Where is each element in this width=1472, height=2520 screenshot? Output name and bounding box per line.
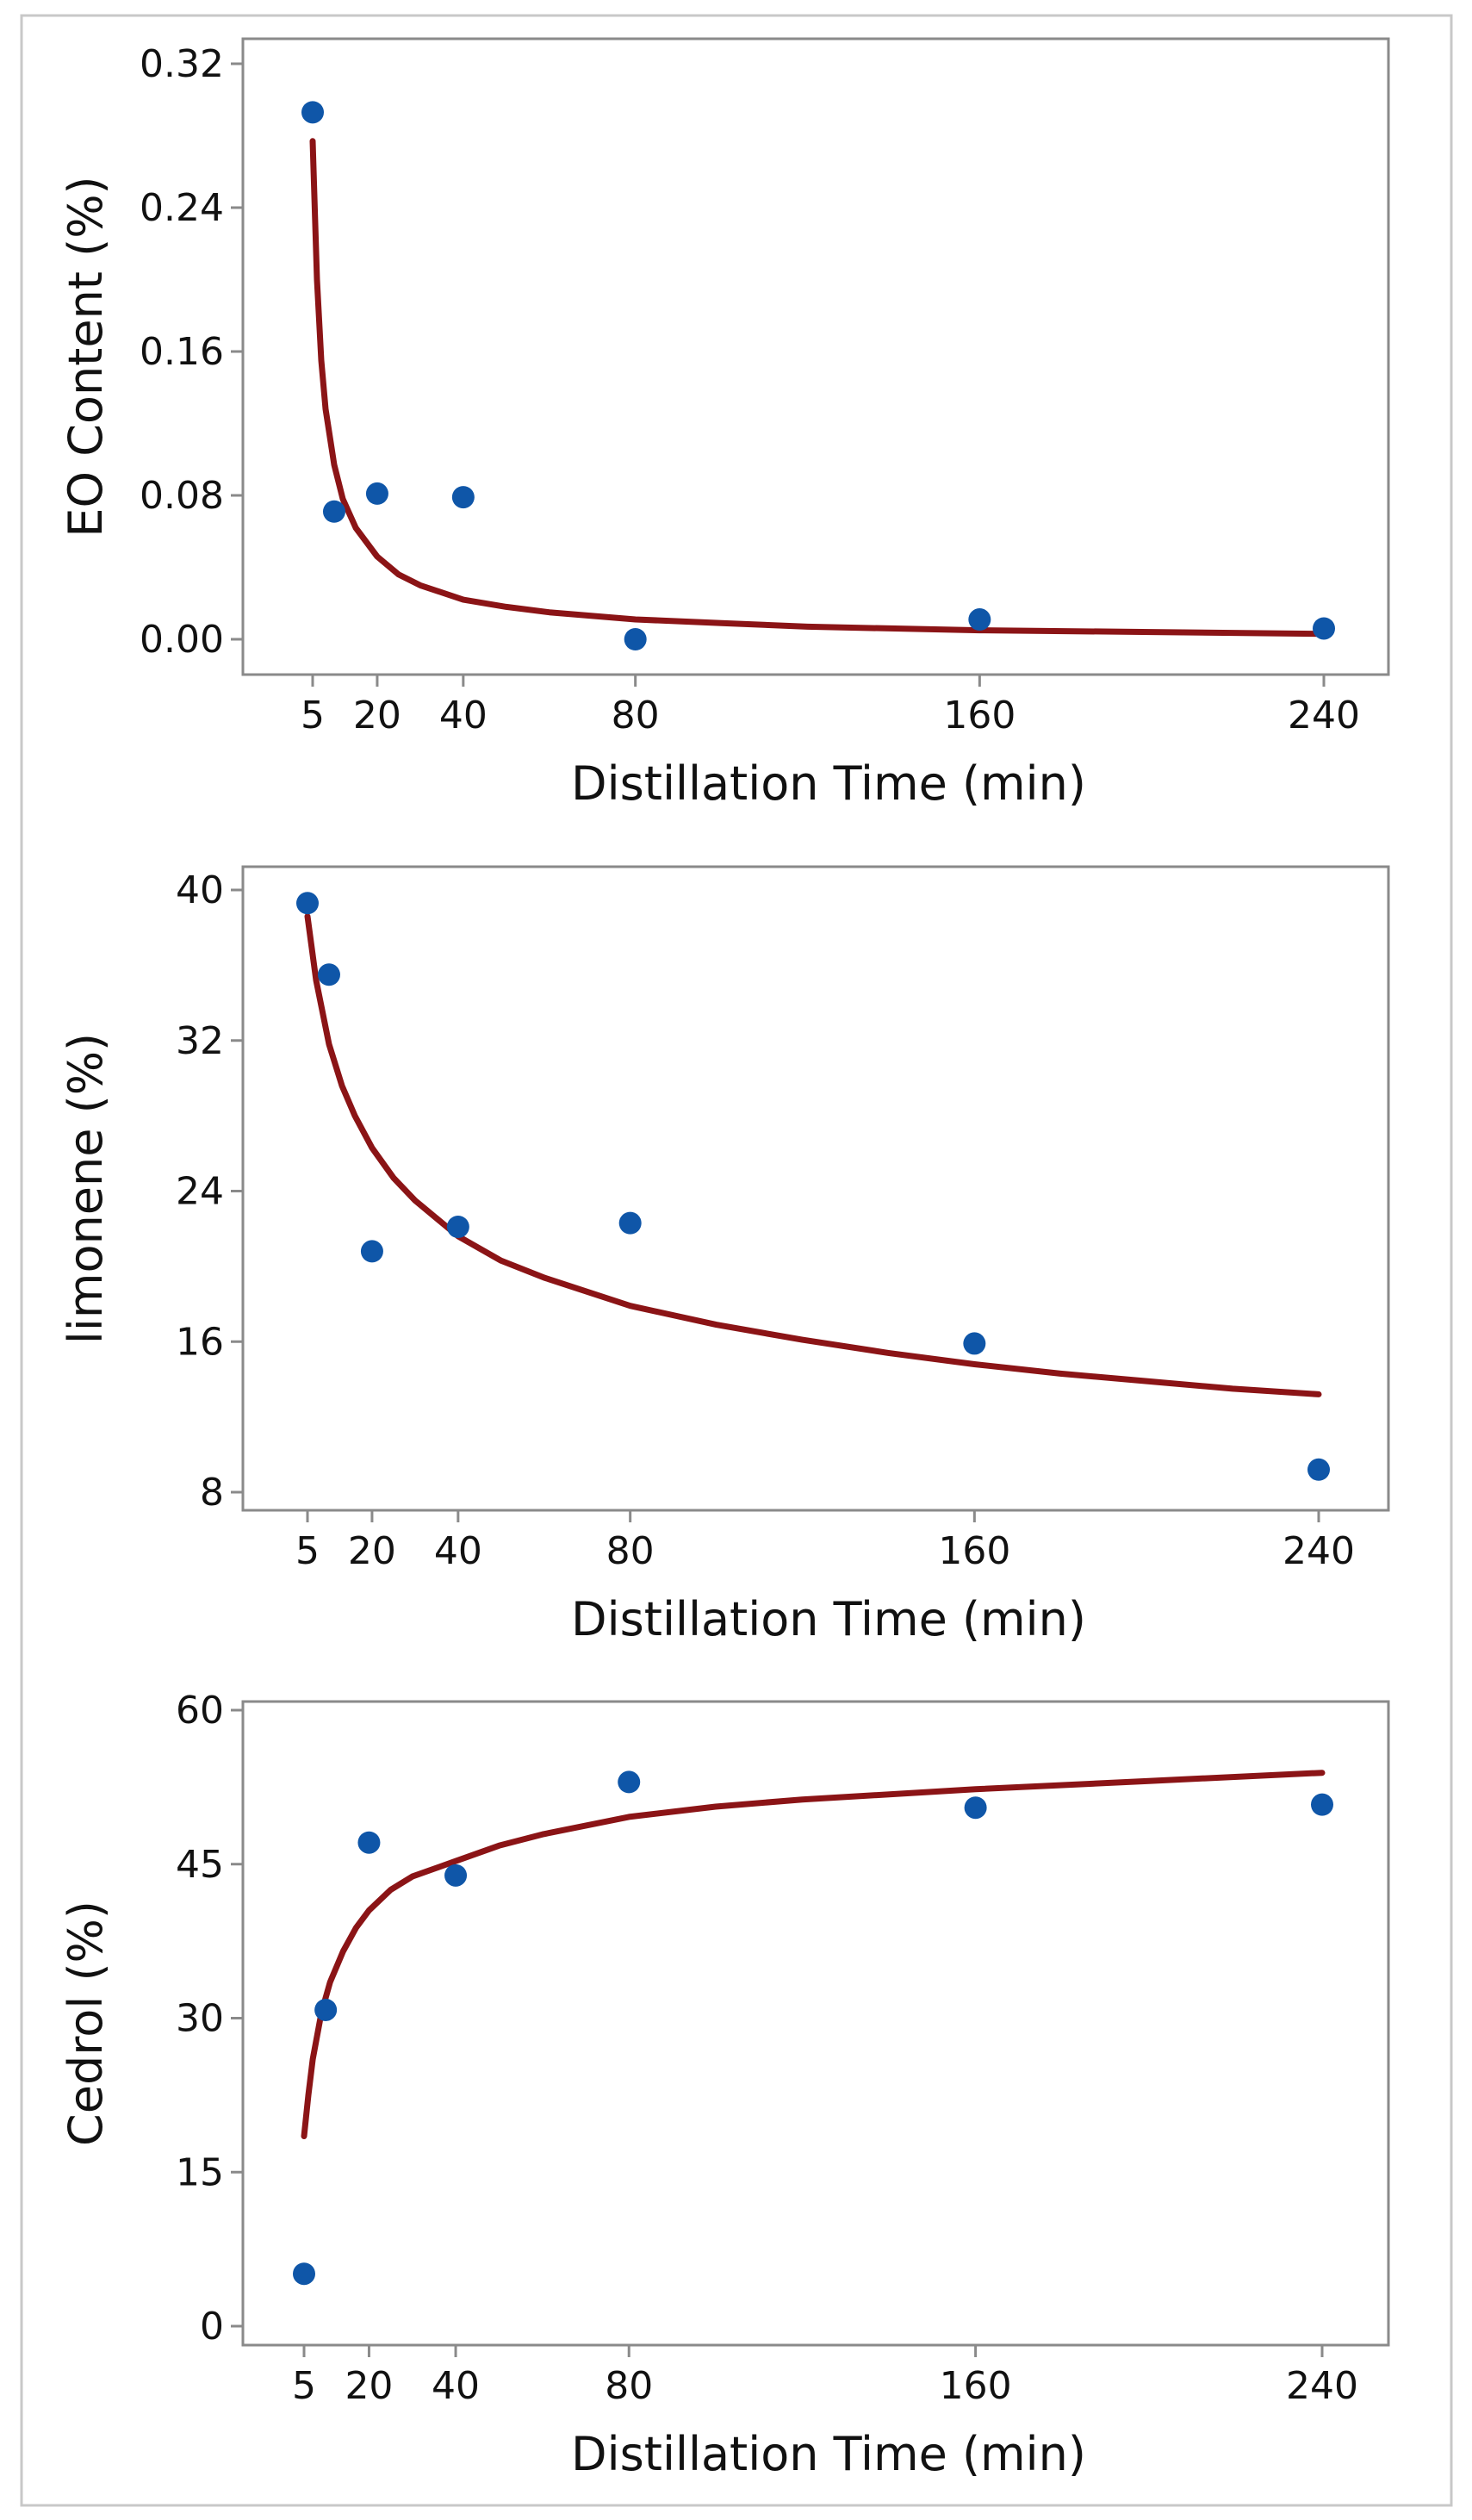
- data-point: [322, 500, 345, 523]
- data-point: [963, 1332, 986, 1355]
- chart-panel-cedrol: 0 15 30 45 60 5 20 40 80 160 240 Distillation Tim…: [59, 1689, 1390, 2481]
- y-tick-label: 15: [176, 2150, 224, 2194]
- data-point: [296, 892, 319, 915]
- x-tick-label: 20: [353, 694, 401, 737]
- data-marks: [293, 1770, 1333, 2286]
- y-tick-label: 45: [176, 1843, 224, 1887]
- data-point: [968, 608, 991, 632]
- data-point: [360, 1240, 383, 1263]
- x-tick-label: 240: [1288, 694, 1360, 737]
- y-tick-label: 60: [176, 1689, 224, 1733]
- data-point: [618, 1770, 641, 1794]
- data-marks: [301, 101, 1335, 650]
- data-point: [446, 1216, 469, 1239]
- x-tick-label: 40: [432, 2364, 480, 2408]
- y-tick-label: 8: [200, 1471, 224, 1515]
- x-axis-ticks: 5 20 40 80 160 240: [292, 2345, 1358, 2408]
- x-axis-title: Distillation Time (min): [571, 756, 1086, 811]
- y-tick-label: 0.16: [140, 330, 224, 374]
- chart-panel-eo-content: 0.00 0.08 0.16 0.24 0.32 5 20 40 80 160 240 Disti…: [59, 37, 1390, 811]
- plot-area: [241, 37, 1390, 676]
- x-tick-label: 5: [292, 2364, 316, 2408]
- x-tick-label: 240: [1283, 1529, 1355, 1573]
- x-tick-label: 160: [940, 2364, 1012, 2408]
- data-point: [964, 1796, 987, 1820]
- x-tick-label: 40: [439, 694, 488, 737]
- data-point: [444, 1864, 468, 1887]
- y-tick-label: 0.00: [140, 618, 224, 662]
- chart-panel-limonene: 8 16 24 32 40 5 20 40 80 160 240 Distillation Tim…: [59, 865, 1390, 1646]
- fit-curve: [309, 138, 1327, 638]
- data-point: [618, 1211, 642, 1235]
- y-tick-label: 30: [176, 1997, 224, 2041]
- data-point: [301, 101, 324, 124]
- data-point: [624, 628, 647, 650]
- x-tick-label: 80: [606, 1529, 655, 1573]
- y-tick-label: 32: [176, 1019, 224, 1063]
- data-marks: [296, 892, 1330, 1481]
- data-point: [1311, 1793, 1333, 1816]
- outer-frame: [20, 14, 1453, 2507]
- y-axis-title: Cedrol (%): [59, 1901, 113, 2146]
- data-point: [1313, 617, 1335, 640]
- y-axis-title: EO Content (%): [59, 176, 113, 537]
- y-axis-title: limonene (%): [59, 1033, 113, 1344]
- x-tick-label: 160: [938, 1529, 1010, 1573]
- y-tick-label: 16: [176, 1320, 224, 1364]
- x-tick-label: 20: [348, 1529, 396, 1573]
- x-axis-ticks: 5 20 40 80 160 240: [301, 675, 1360, 737]
- data-point: [293, 2262, 315, 2286]
- y-tick-label: 0.32: [140, 42, 224, 86]
- y-tick-label: 0: [200, 2305, 224, 2349]
- data-point: [1307, 1458, 1330, 1481]
- data-point: [451, 486, 475, 509]
- data-point: [314, 1998, 338, 2021]
- x-tick-label: 20: [345, 2364, 393, 2408]
- y-tick-label: 40: [176, 868, 224, 912]
- x-axis-ticks: 5 20 40 80 160 240: [295, 1510, 1355, 1573]
- x-axis-title: Distillation Time (min): [571, 2427, 1086, 2481]
- y-tick-label: 0.24: [140, 186, 224, 230]
- y-axis-ticks: 0 15 30 45 60: [176, 1689, 243, 2349]
- x-tick-label: 160: [943, 694, 1015, 737]
- x-axis-title: Distillation Time (min): [571, 1592, 1086, 1646]
- y-axis-ticks: 0.00 0.08 0.16 0.24 0.32: [140, 42, 243, 662]
- plot-area: [241, 865, 1390, 1512]
- x-tick-label: 40: [434, 1529, 482, 1573]
- plot-area: [241, 1700, 1390, 2347]
- data-point: [365, 482, 388, 505]
- x-tick-label: 240: [1286, 2364, 1358, 2408]
- x-tick-label: 5: [295, 1529, 320, 1573]
- y-tick-label: 0.08: [140, 474, 224, 518]
- x-tick-label: 80: [612, 694, 660, 737]
- x-tick-label: 80: [605, 2364, 653, 2408]
- data-point: [357, 1831, 381, 1854]
- fit-curve: [304, 913, 1322, 1397]
- data-point: [317, 963, 340, 986]
- x-tick-label: 5: [301, 694, 325, 737]
- y-tick-label: 24: [176, 1170, 224, 1214]
- y-axis-ticks: 8 16 24 32 40: [176, 868, 243, 1515]
